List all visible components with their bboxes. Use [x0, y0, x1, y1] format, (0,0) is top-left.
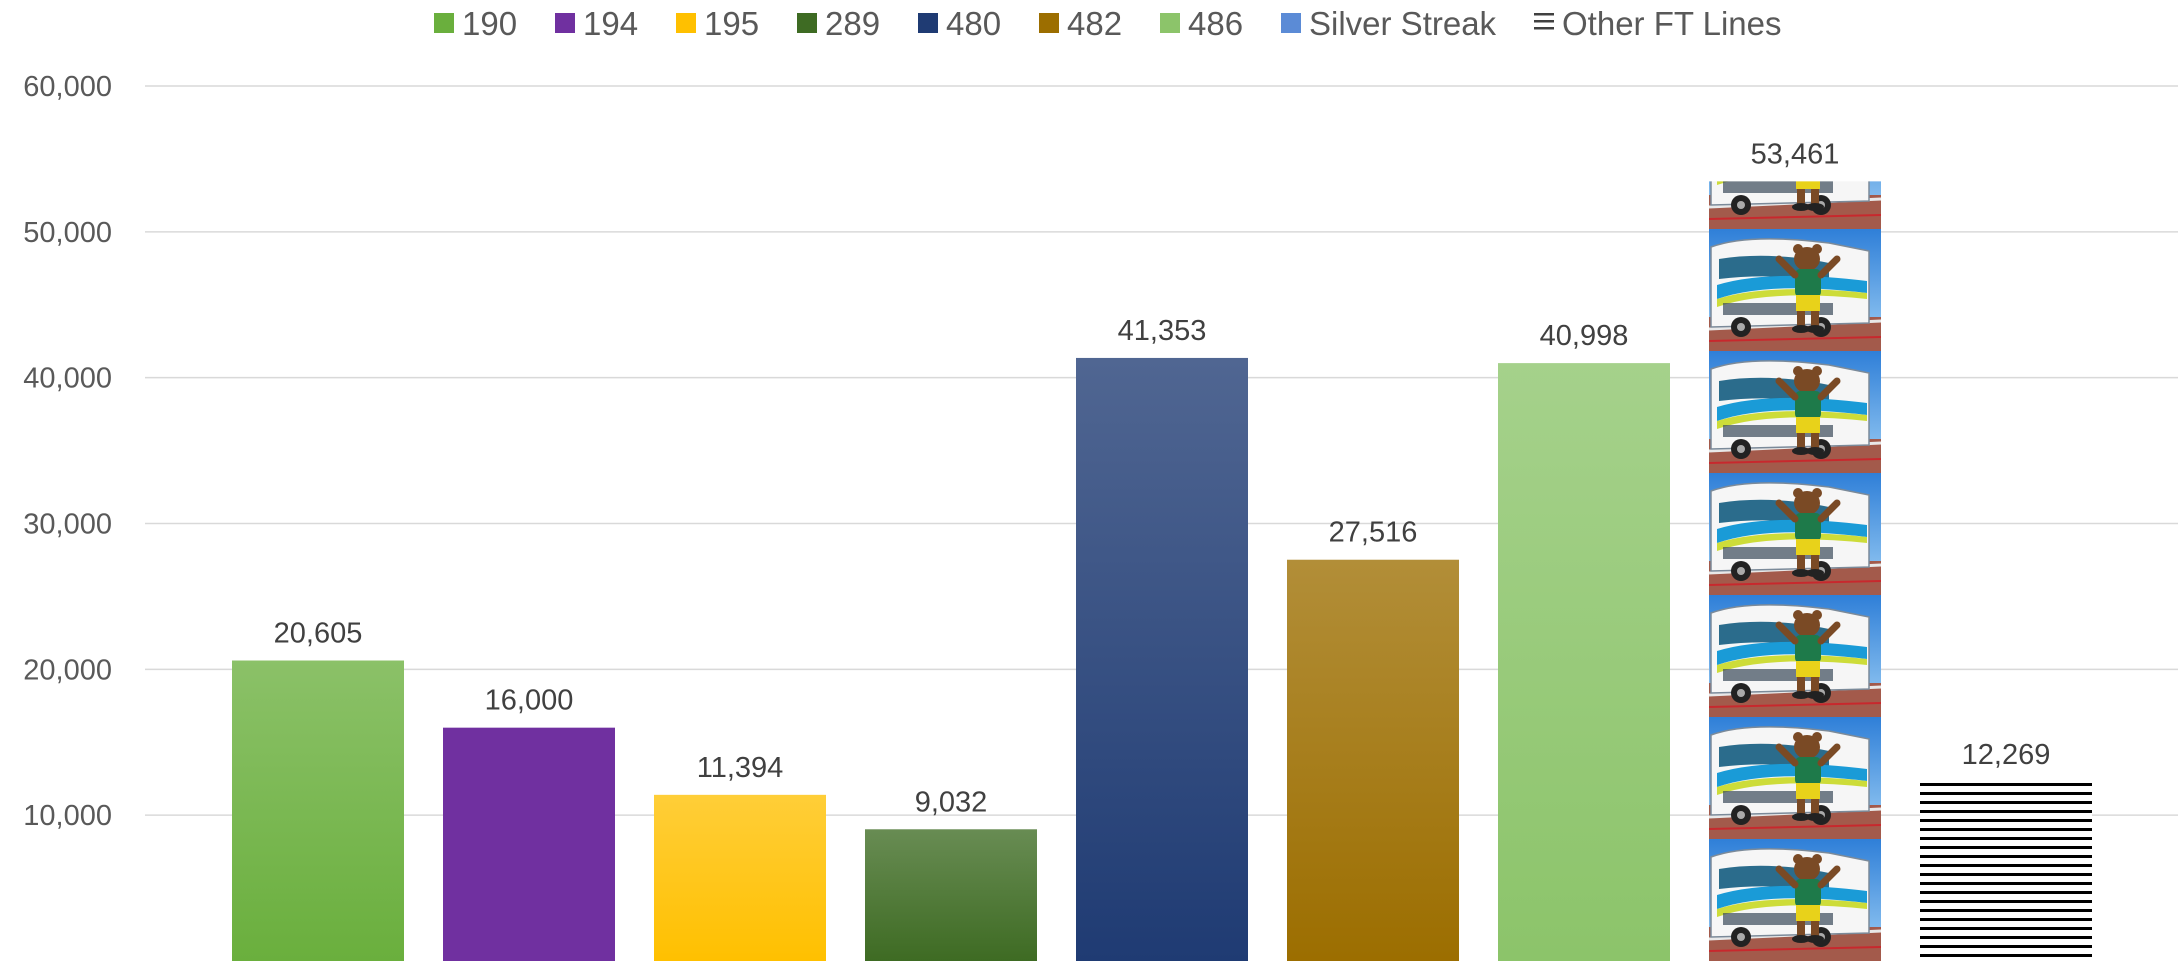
legend-item: 194 [555, 5, 638, 42]
legend-label: 486 [1188, 5, 1243, 42]
data-label: 11,394 [697, 752, 784, 784]
y-tick-label: 50,000 [23, 217, 112, 249]
bar-silver-streak [1709, 181, 1881, 961]
y-axis-tick-labels: 10,000 20,000 30,000 40,000 50,000 60,000 [23, 71, 112, 832]
y-tick-label: 60,000 [23, 71, 112, 103]
data-label: 53,461 [1751, 138, 1840, 170]
legend-item: 195 [676, 5, 759, 42]
bar-194 [443, 727, 615, 961]
legend-label: 482 [1067, 5, 1122, 42]
legend-swatch [676, 13, 696, 33]
legend-label: Other FT Lines [1562, 5, 1781, 42]
y-tick-label: 10,000 [23, 800, 112, 832]
legend-swatch [1281, 13, 1301, 33]
data-label: 40,998 [1540, 320, 1629, 352]
bar-289 [865, 829, 1037, 961]
legend-item: 190 [434, 5, 517, 42]
legend-swatch [1160, 13, 1180, 33]
legend-item: 486 [1160, 5, 1243, 42]
data-label: 41,353 [1118, 315, 1207, 347]
legend-label: 195 [704, 5, 759, 42]
legend-swatch [1534, 13, 1554, 30]
bar-482 [1287, 559, 1459, 961]
legend-swatch [918, 13, 938, 33]
legend-item: Other FT Lines [1534, 5, 1781, 42]
data-label: 27,516 [1329, 517, 1418, 549]
bar-480 [1076, 357, 1248, 961]
legend-swatch [797, 13, 817, 33]
legend-item: 482 [1039, 5, 1122, 42]
data-label: 20,605 [274, 618, 363, 650]
bar-190 [232, 660, 404, 961]
y-tick-label: 30,000 [23, 509, 112, 541]
legend-item: 480 [918, 5, 1001, 42]
y-tick-label: 20,000 [23, 654, 112, 686]
legend-item: Silver Streak [1281, 5, 1497, 42]
legend-swatch [434, 13, 454, 33]
legend: 190 194 195 289 480 482 486 Silver Streak Other … [434, 5, 1781, 42]
legend-swatch [1039, 13, 1059, 33]
bar-other-ft-lines [1920, 782, 2092, 961]
bars [232, 181, 2092, 961]
bar-195 [654, 794, 826, 961]
data-label: 12,269 [1962, 739, 2051, 771]
bar-486 [1498, 363, 1670, 961]
legend-label: 194 [583, 5, 638, 42]
legend-item: 289 [797, 5, 880, 42]
legend-swatch [555, 13, 575, 33]
legend-label: 480 [946, 5, 1001, 42]
data-label: 9,032 [915, 786, 988, 818]
data-label: 16,000 [485, 685, 574, 717]
legend-label: 289 [825, 5, 880, 42]
data-labels: 20,605 16,000 11,394 9,032 41,353 27,516 40,99… [274, 138, 2051, 818]
legend-label: 190 [462, 5, 517, 42]
legend-label: Silver Streak [1309, 5, 1497, 42]
y-tick-label: 40,000 [23, 363, 112, 395]
